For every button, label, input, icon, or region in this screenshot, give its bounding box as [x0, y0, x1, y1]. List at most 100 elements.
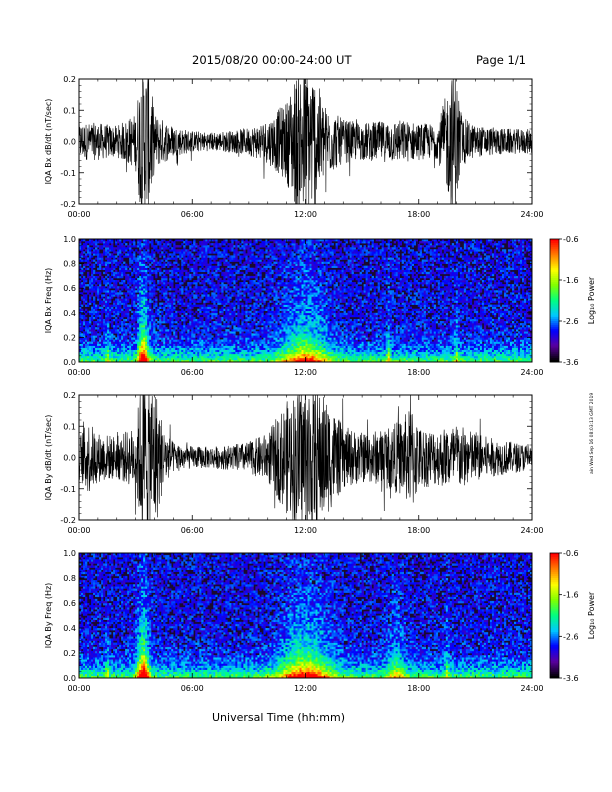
spectrogram-cell: [169, 357, 172, 361]
spectrogram-cell: [173, 302, 176, 305]
spectrogram-cell: [103, 351, 106, 355]
spectrogram-cell: [169, 329, 172, 332]
spectrogram-cell: [89, 277, 92, 281]
spectrogram-cell: [91, 343, 94, 346]
spectrogram-cell: [257, 339, 260, 342]
spectrogram-cell: [201, 294, 204, 297]
spectrogram-cell: [227, 325, 230, 328]
spectrogram-cell: [259, 308, 262, 312]
spectrogram-cell: [175, 273, 178, 277]
spectrogram-cell: [113, 308, 116, 312]
spectrogram-cell: [133, 351, 136, 355]
spectrogram-cell: [259, 323, 262, 326]
spectrogram-cell: [275, 345, 278, 348]
spectrogram-cell: [215, 321, 218, 324]
spectrogram-cell: [115, 251, 118, 254]
spectrogram-cell: [211, 300, 214, 303]
spectrogram-cell: [233, 359, 236, 362]
spectrogram-cell: [223, 316, 226, 320]
spectrogram-cell: [165, 290, 168, 293]
spectrogram-cell: [81, 253, 84, 256]
spectrogram-cell: [91, 308, 94, 312]
spectrogram-cell: [261, 310, 264, 314]
spectrogram-cell: [119, 257, 122, 260]
spectrogram-cell: [127, 304, 130, 307]
spectrogram-cell: [117, 300, 120, 303]
spectrogram-cell: [177, 310, 180, 314]
spectrogram-cell: [225, 333, 228, 336]
spectrogram-cell: [107, 257, 110, 260]
spectrogram-cell: [261, 257, 264, 260]
spectrogram-cell: [223, 323, 226, 326]
spectrogram-cell: [245, 265, 248, 268]
spectrogram-cell: [79, 247, 82, 250]
spectrogram-cell: [277, 321, 280, 324]
spectrogram-cell: [233, 335, 236, 338]
spectrogram-cell: [187, 249, 190, 252]
spectrogram-cell: [137, 280, 140, 283]
spectrogram-cell: [187, 343, 190, 346]
spectrogram-cell: [161, 302, 164, 305]
spectrogram-cell: [145, 347, 148, 350]
spectrogram-cell: [179, 296, 182, 299]
spectrogram-cell: [135, 353, 138, 357]
spectrogram-cell: [97, 245, 100, 248]
spectrogram-cell: [221, 290, 224, 293]
spectrogram-cell: [177, 298, 180, 301]
spectrogram-cell: [205, 255, 208, 258]
spectrogram-cell: [233, 245, 236, 248]
spectrogram-cell: [207, 245, 210, 248]
spectrogram-cell: [177, 249, 180, 252]
spectrogram-cell: [83, 341, 86, 344]
spectrogram-cell: [179, 312, 182, 316]
spectrogram-cell: [101, 312, 104, 316]
spectrogram-cell: [211, 255, 214, 258]
spectrogram-cell: [101, 245, 104, 248]
spectrogram-cell: [211, 335, 214, 338]
spectrogram-cell: [223, 327, 226, 330]
spectrogram-cell: [211, 271, 214, 275]
spectrogram-cell: [107, 312, 110, 316]
spectrogram-cell: [207, 267, 210, 271]
spectrogram-cell: [225, 331, 228, 334]
spectrogram-cell: [253, 349, 256, 353]
spectrogram-cell: [163, 304, 166, 307]
spectrogram-cell: [131, 265, 134, 268]
spectrogram-cell: [207, 282, 210, 285]
spectrogram-cell: [249, 243, 252, 246]
spectrogram-cell: [181, 333, 184, 336]
spectrogram-cell: [183, 302, 186, 305]
spectrogram-cell: [161, 355, 164, 359]
spectrogram-cell: [139, 310, 142, 314]
spectrogram-cell: [275, 290, 278, 293]
spectrogram-cell: [97, 306, 100, 309]
spectrogram-cell: [207, 277, 210, 281]
spectrogram-cell: [179, 290, 182, 293]
spectrogram-cell: [275, 300, 278, 303]
spectrogram-cell: [147, 249, 150, 252]
spectrogram-cell: [103, 335, 106, 338]
spectrogram-cell: [109, 359, 112, 362]
spectrogram-cell: [233, 351, 236, 355]
spectrogram-cell: [267, 331, 270, 334]
spectrogram-cell: [139, 265, 142, 268]
spectrogram-cell: [279, 316, 282, 320]
spectrogram-cell: [227, 273, 230, 277]
spectrogram-cell: [191, 345, 194, 348]
spectrogram-cell: [123, 318, 126, 322]
spectrogram-cell: [157, 321, 160, 324]
spectrogram-cell: [237, 306, 240, 309]
spectrogram-cell: [199, 273, 202, 277]
spectrogram-cell: [245, 318, 248, 322]
spectrogram-cell: [139, 335, 142, 338]
spectrogram-cell: [281, 316, 284, 320]
spectrogram-cell: [199, 263, 202, 266]
spectrogram-cell: [255, 343, 258, 346]
spectrogram-cell: [169, 312, 172, 316]
spectrogram-cell: [133, 353, 136, 357]
spectrogram-cell: [177, 318, 180, 322]
spectrogram-cell: [137, 243, 140, 246]
spectrogram-cell: [269, 337, 272, 340]
spectrogram-cell: [265, 357, 268, 361]
spectrogram-cell: [111, 273, 114, 277]
